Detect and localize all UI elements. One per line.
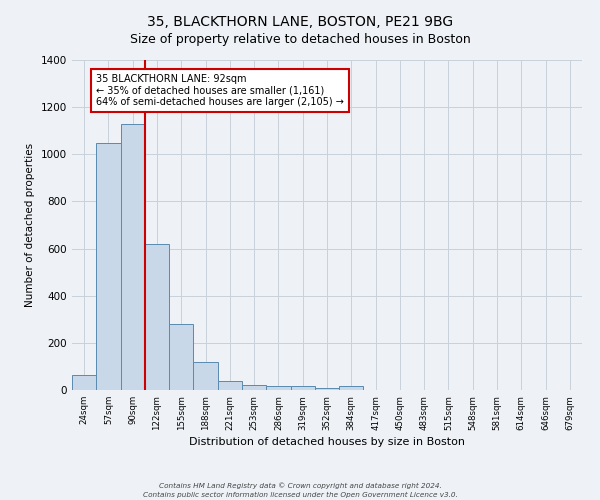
Y-axis label: Number of detached properties: Number of detached properties: [25, 143, 35, 307]
Bar: [315, 388, 339, 390]
Text: Size of property relative to detached houses in Boston: Size of property relative to detached ho…: [130, 32, 470, 46]
Bar: [121, 124, 145, 390]
Bar: [193, 362, 218, 390]
Text: 35 BLACKTHORN LANE: 92sqm
← 35% of detached houses are smaller (1,161)
64% of se: 35 BLACKTHORN LANE: 92sqm ← 35% of detac…: [96, 74, 344, 108]
Text: Contains public sector information licensed under the Open Government Licence v3: Contains public sector information licen…: [143, 492, 457, 498]
Bar: [169, 324, 193, 390]
Bar: [242, 386, 266, 390]
Bar: [145, 244, 169, 390]
Bar: [290, 386, 315, 390]
Text: Contains HM Land Registry data © Crown copyright and database right 2024.: Contains HM Land Registry data © Crown c…: [158, 482, 442, 489]
Bar: [266, 386, 290, 390]
Bar: [218, 380, 242, 390]
Bar: [72, 374, 96, 390]
Bar: [339, 386, 364, 390]
Text: 35, BLACKTHORN LANE, BOSTON, PE21 9BG: 35, BLACKTHORN LANE, BOSTON, PE21 9BG: [147, 15, 453, 29]
Bar: [96, 142, 121, 390]
X-axis label: Distribution of detached houses by size in Boston: Distribution of detached houses by size …: [189, 436, 465, 446]
